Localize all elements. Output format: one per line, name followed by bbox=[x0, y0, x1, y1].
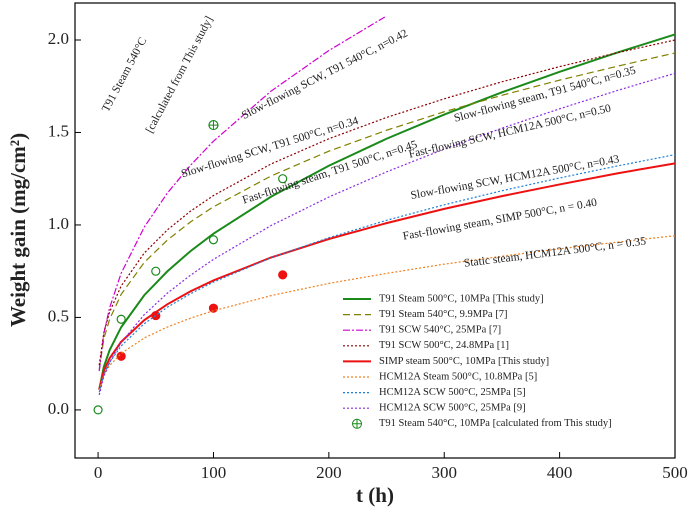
x-tick-label: 400 bbox=[547, 463, 573, 482]
x-tick-label: 100 bbox=[201, 463, 227, 482]
legend-label: T91 Steam 540°C, 10MPa [calculated from … bbox=[379, 418, 612, 429]
x-tick-label: 0 bbox=[94, 463, 103, 482]
plot-frame bbox=[74, 2, 676, 459]
data-point bbox=[278, 270, 288, 280]
y-tick-label: 2.0 bbox=[48, 29, 69, 48]
y-tick-label: 0.5 bbox=[48, 306, 69, 325]
data-point bbox=[116, 314, 126, 324]
x-axis-title: t (h) bbox=[356, 483, 394, 507]
legend-label: HCM12A SCW 500°C, 25MPa [9] bbox=[379, 403, 526, 414]
series-line bbox=[98, 15, 387, 372]
legend-label: SIMP steam 500°C, 10MPa [This study] bbox=[379, 356, 549, 367]
series-line bbox=[98, 162, 676, 390]
data-point bbox=[278, 174, 288, 184]
annotation: Static steam, HCM12A 500°C, n = 0.35 bbox=[463, 235, 647, 269]
annotation: Fast-flowing steam, SIMP 500°C, n = 0.40 bbox=[402, 197, 598, 243]
annotation: Fast-flowing SCW, HCM12A 500°C, n=0.50 bbox=[408, 102, 613, 160]
legend-label: T91 SCW 500°C, 24.8MPa [1] bbox=[379, 340, 509, 351]
x-tick-label: 500 bbox=[662, 463, 688, 482]
series-line bbox=[98, 154, 676, 393]
annotation: Slow-flowing SCW, HCM12A 500°C, n=0.43 bbox=[410, 153, 621, 202]
data-point bbox=[208, 235, 219, 245]
data-point bbox=[93, 405, 103, 415]
legend-marker-cross bbox=[352, 419, 362, 429]
marker-cross bbox=[208, 120, 218, 130]
annotation: [calculated from This study] bbox=[144, 14, 216, 135]
annotation: Slow-flowing steam, T91 540°C, n=0.35 bbox=[453, 65, 637, 125]
legend-label: HCM12A Steam 500°C, 10.8MPa [5] bbox=[379, 371, 537, 382]
y-tick-label: 1.0 bbox=[48, 214, 69, 233]
annotation: Slow-flowing SCW, T91 540°C, n=0.42 bbox=[240, 27, 410, 122]
legend-label: T91 Steam 500°C, 10MPa [This study] bbox=[379, 293, 544, 304]
data-point bbox=[151, 266, 161, 276]
data-point bbox=[208, 303, 219, 313]
series-line bbox=[98, 52, 676, 370]
y-axis-title: Weight gain (mg/cm²) bbox=[6, 133, 30, 327]
legend-label: HCM12A SCW 500°C, 25MPa [5] bbox=[379, 387, 526, 398]
y-tick-label: 0.0 bbox=[48, 399, 69, 418]
annotation: T91 Steam 540°C bbox=[100, 35, 149, 114]
series-line bbox=[98, 39, 676, 366]
data-point bbox=[116, 351, 126, 361]
series-line bbox=[98, 235, 676, 391]
y-tick-label: 1.5 bbox=[48, 121, 69, 140]
legend-label: T91 SCW 540°C, 25MPa [7] bbox=[379, 325, 501, 336]
x-tick-label: 200 bbox=[316, 463, 342, 482]
series-line bbox=[98, 33, 676, 390]
x-tick-label: 300 bbox=[431, 463, 457, 482]
series-line bbox=[98, 72, 676, 396]
legend-label: T91 Steam 540°C, 9.9MPa [7] bbox=[379, 309, 507, 320]
